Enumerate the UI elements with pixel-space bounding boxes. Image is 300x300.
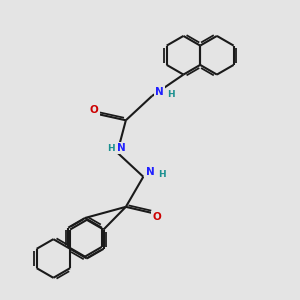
Text: H: H	[158, 170, 166, 179]
Text: N: N	[155, 87, 164, 97]
Text: O: O	[90, 105, 99, 115]
Text: N: N	[146, 167, 154, 177]
Text: O: O	[152, 212, 161, 222]
Text: N: N	[117, 143, 126, 153]
Text: H: H	[107, 144, 114, 153]
Text: H: H	[167, 90, 175, 99]
